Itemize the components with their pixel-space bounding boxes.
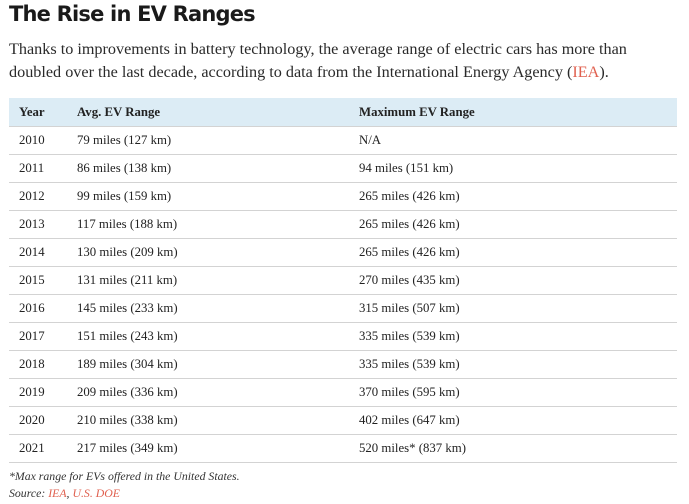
table-row: 2017 151 miles (243 km) 335 miles (539 km)	[9, 322, 677, 351]
cell-avg-range: 130 miles (209 km)	[67, 238, 349, 267]
cell-avg-range: 151 miles (243 km)	[67, 322, 349, 351]
cell-year: 2019	[9, 378, 67, 407]
cell-max-range: 315 miles (507 km)	[349, 294, 677, 323]
cell-max-range: 402 miles (647 km)	[349, 406, 677, 435]
cell-avg-range: 217 miles (349 km)	[67, 434, 349, 463]
source-link-iea[interactable]: IEA	[48, 486, 67, 500]
cell-max-range: 370 miles (595 km)	[349, 378, 677, 407]
table-row: 2011 86 miles (138 km) 94 miles (151 km)	[9, 154, 677, 183]
table-row: 2010 79 miles (127 km) N/A	[9, 126, 677, 155]
header-max-range: Maximum EV Range	[359, 104, 475, 119]
cell-year: 2012	[9, 182, 67, 211]
table-row: 2021 217 miles (349 km) 520 miles* (837 km…	[9, 434, 677, 463]
header-avg-range: Avg. EV Range	[77, 104, 161, 119]
cell-year: 2017	[9, 322, 67, 351]
cell-max-range: 335 miles (539 km)	[349, 350, 677, 379]
source-separator: ,	[66, 486, 73, 500]
cell-avg-range: 189 miles (304 km)	[67, 350, 349, 379]
table-row: 2018 189 miles (304 km) 335 miles (539 km)	[9, 350, 677, 379]
cell-avg-range: 86 miles (138 km)	[67, 154, 349, 183]
cell-year: 2018	[9, 350, 67, 379]
cell-year: 2011	[9, 154, 67, 183]
intro-paragraph: Thanks to improvements in battery techno…	[9, 38, 681, 84]
cell-avg-range: 99 miles (159 km)	[67, 182, 349, 211]
cell-year: 2016	[9, 294, 67, 323]
ev-range-table: Year Avg. EV Range Maximum EV Range 2010…	[9, 98, 677, 463]
cell-max-range: 520 miles* (837 km)	[349, 434, 677, 463]
iea-link[interactable]: IEA	[572, 63, 600, 81]
cell-avg-range: 210 miles (338 km)	[67, 406, 349, 435]
cell-avg-range: 145 miles (233 km)	[67, 294, 349, 323]
intro-text-end: ).	[599, 63, 609, 81]
page-title: The Rise in EV Ranges	[9, 2, 256, 26]
cell-max-range: 335 miles (539 km)	[349, 322, 677, 351]
cell-year: 2013	[9, 210, 67, 239]
cell-year: 2010	[9, 126, 67, 155]
source-label: Source:	[9, 486, 49, 500]
cell-max-range: 270 miles (435 km)	[349, 266, 677, 295]
cell-avg-range: 79 miles (127 km)	[67, 126, 349, 155]
table-row: 2014 130 miles (209 km) 265 miles (426 km)	[9, 238, 677, 267]
cell-max-range: 94 miles (151 km)	[349, 154, 677, 183]
table-row: 2020 210 miles (338 km) 402 miles (647 km)	[9, 406, 677, 435]
table-header-row: Year Avg. EV Range Maximum EV Range	[9, 98, 677, 127]
cell-year: 2015	[9, 266, 67, 295]
cell-max-range: 265 miles (426 km)	[349, 182, 677, 211]
header-year: Year	[19, 104, 45, 119]
cell-max-range: 265 miles (426 km)	[349, 210, 677, 239]
table-row: 2016 145 miles (233 km) 315 miles (507 km)	[9, 294, 677, 323]
footnote: *Max range for EVs offered in the United…	[9, 469, 240, 483]
cell-max-range: N/A	[349, 126, 677, 155]
table-row: 2013 117 miles (188 km) 265 miles (426 km)	[9, 210, 677, 239]
table-row: 2015 131 miles (211 km) 270 miles (435 km)	[9, 266, 677, 295]
intro-text: Thanks to improvements in battery techno…	[9, 40, 627, 81]
cell-year: 2014	[9, 238, 67, 267]
cell-year: 2020	[9, 406, 67, 435]
ev-range-table-container: Year Avg. EV Range Maximum EV Range 2010…	[9, 98, 677, 463]
cell-avg-range: 117 miles (188 km)	[67, 210, 349, 239]
cell-max-range: 265 miles (426 km)	[349, 238, 677, 267]
table-row: 2012 99 miles (159 km) 265 miles (426 km)	[9, 182, 677, 211]
table-body: 2010 79 miles (127 km) N/A 2011 86 miles (13…	[9, 126, 677, 463]
cell-year: 2021	[9, 434, 67, 463]
source-link-us-doe[interactable]: U.S. DOE	[72, 486, 120, 500]
cell-avg-range: 209 miles (336 km)	[67, 378, 349, 407]
cell-avg-range: 131 miles (211 km)	[67, 266, 349, 295]
source-line: Source: IEA, U.S. DOE	[9, 485, 120, 502]
table-row: 2019 209 miles (336 km) 370 miles (595 km)	[9, 378, 677, 407]
